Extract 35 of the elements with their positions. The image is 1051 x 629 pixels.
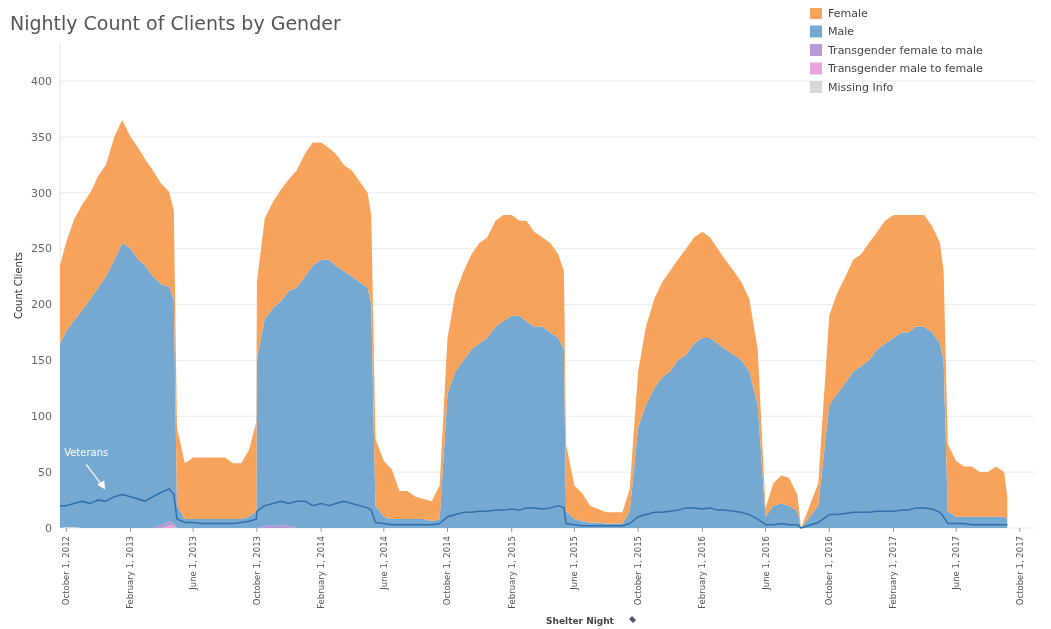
x-tick-label: February 1, 2015: [506, 536, 517, 609]
text: Veterans: [64, 447, 109, 459]
legend-label: Missing Info: [828, 80, 894, 94]
x-tick-label: February 1, 2016: [697, 536, 708, 609]
x-tick-label: June 1, 2016: [760, 536, 771, 591]
y-tick-label: 400: [31, 74, 52, 88]
y-axis-title: Count Clients: [13, 251, 24, 320]
y-tick-label: 300: [31, 186, 52, 200]
y-tick-label: 0: [45, 521, 52, 535]
legend-label: Transgender female to male: [827, 43, 984, 57]
chart-title: Nightly Count of Clients by Gender: [10, 12, 341, 34]
legend-label: Female: [828, 6, 869, 20]
line-series: [59, 488, 1009, 529]
y-tick-label: 150: [31, 354, 52, 368]
x-tick-label: June 1, 2017: [951, 536, 962, 591]
x-tick-label: October 1, 2016: [824, 536, 835, 606]
x-tick-label: October 1, 2012: [61, 536, 72, 606]
x-tick-label: June 1, 2015: [569, 536, 580, 591]
y-tick-label: 50: [38, 465, 52, 479]
y-tick-label: 200: [31, 298, 52, 312]
x-tick-label: October 1, 2017: [1014, 536, 1025, 606]
legend-label: Transgender male to female: [827, 62, 984, 76]
y-tick-label: 250: [31, 242, 52, 256]
x-tick-label: February 1, 2017: [888, 536, 899, 609]
y-tick-label: 350: [31, 130, 52, 144]
x-tick-label: October 1, 2015: [633, 536, 644, 606]
x-tick-label: February 1, 2013: [125, 536, 136, 609]
legend-label: Male: [828, 25, 855, 39]
y-tick-label: 100: [31, 410, 52, 424]
x-tick-label: February 1, 2014: [316, 536, 327, 609]
x-tick-label: October 1, 2014: [442, 536, 453, 606]
x-tick-label: October 1, 2013: [251, 536, 262, 606]
x-tick-label: June 1, 2013: [188, 536, 199, 591]
x-tick-label: June 1, 2014: [378, 536, 389, 591]
x-axis-title: Shelter Night: [546, 616, 615, 626]
